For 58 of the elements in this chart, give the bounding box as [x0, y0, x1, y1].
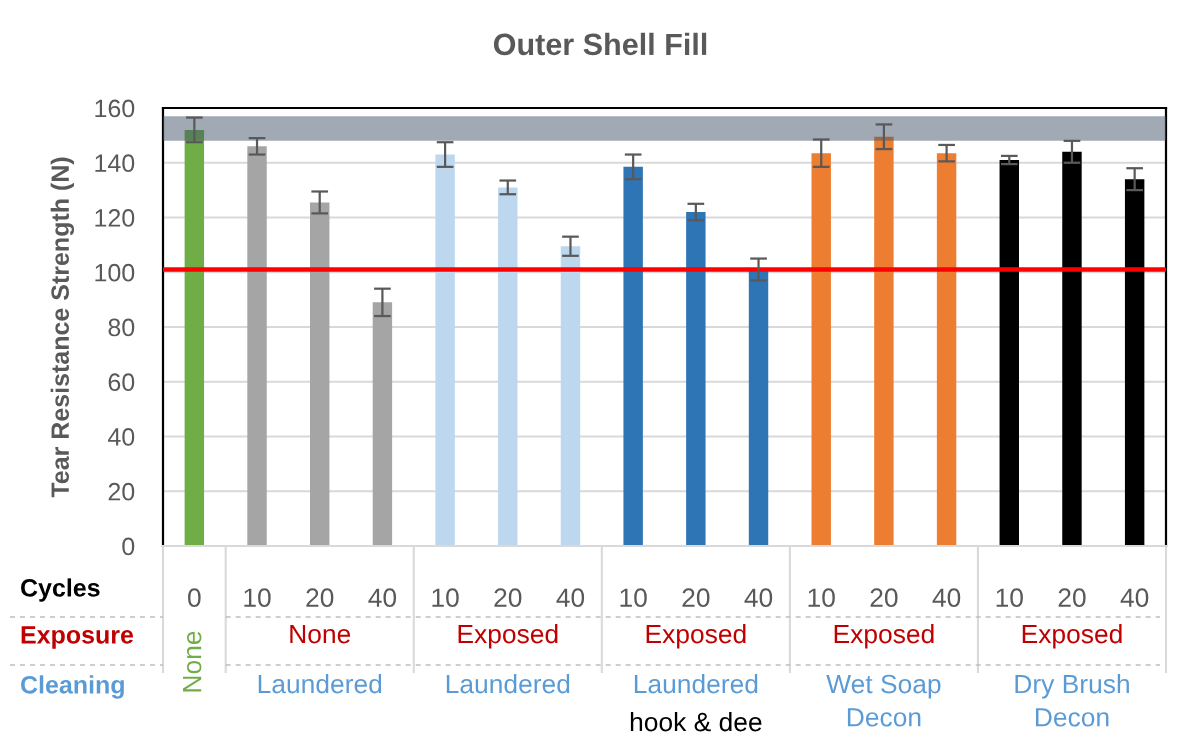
bar [310, 202, 330, 546]
bar [686, 212, 706, 546]
x-tick-label: 40 [932, 588, 961, 608]
bar [560, 246, 581, 546]
text: Laundered [634, 674, 758, 694]
x-tick-label: 20 [494, 588, 522, 608]
bar [748, 269, 769, 546]
text: hook & dee [630, 712, 762, 732]
bar [1124, 179, 1145, 546]
y-tick-label: 100 [95, 263, 135, 282]
x-tick-label: 40 [1120, 588, 1149, 608]
x-tick-label: 10 [808, 588, 835, 608]
x-tick-label: 10 [244, 588, 271, 608]
chart-title: Outer Shell Fill [493, 32, 707, 56]
y-tick-label: 120 [95, 209, 135, 227]
x-tick-label: 20 [306, 588, 334, 608]
bar [811, 153, 831, 546]
text: Cycles [21, 578, 100, 602]
bar [874, 136, 894, 546]
y-axis-title: Tear Resistance Strength (N) [50, 157, 75, 498]
bar [372, 302, 393, 546]
bar [1062, 151, 1082, 546]
x-tick-label: 10 [996, 588, 1023, 608]
bar [247, 146, 267, 546]
x-tick-label: 20 [870, 588, 898, 608]
bar [999, 160, 1019, 546]
x-tick-label: 40 [744, 588, 773, 608]
x-tick-label: 40 [556, 588, 585, 608]
bar [936, 153, 957, 546]
x-tick-label: 20 [682, 588, 710, 608]
y-tick-label: 160 [95, 99, 135, 118]
text: Wet Soap Decon [826, 674, 941, 727]
bar [435, 154, 455, 546]
y-tick-label: 40 [107, 428, 135, 446]
y-tick-label: 60 [108, 373, 135, 392]
y-tick-label: 0 [122, 537, 135, 556]
bar [498, 187, 518, 546]
text: Laundered [258, 674, 382, 694]
text: Exposed [1022, 624, 1122, 649]
text: Exposed [458, 624, 558, 649]
text: None [183, 631, 202, 692]
text: Laundered [446, 674, 570, 694]
x-tick-label: 10 [432, 588, 459, 608]
text: Exposed [646, 624, 746, 649]
y-tick-label: 20 [108, 482, 135, 501]
bar [184, 129, 205, 546]
text: None [290, 624, 351, 644]
x-tick-label: 40 [368, 588, 397, 608]
text: Cleaning [21, 675, 124, 699]
x-tick-label: 20 [1058, 588, 1086, 608]
y-tick-label: 140 [95, 154, 135, 173]
x-tick-label: 0 [188, 588, 201, 608]
text: Dry Brush Decon [1015, 674, 1129, 727]
x-tick-label: 10 [620, 588, 647, 608]
bar [623, 166, 643, 546]
y-tick-label: 80 [108, 318, 135, 337]
text: Exposed [834, 624, 934, 649]
text: Exposure [21, 626, 134, 649]
